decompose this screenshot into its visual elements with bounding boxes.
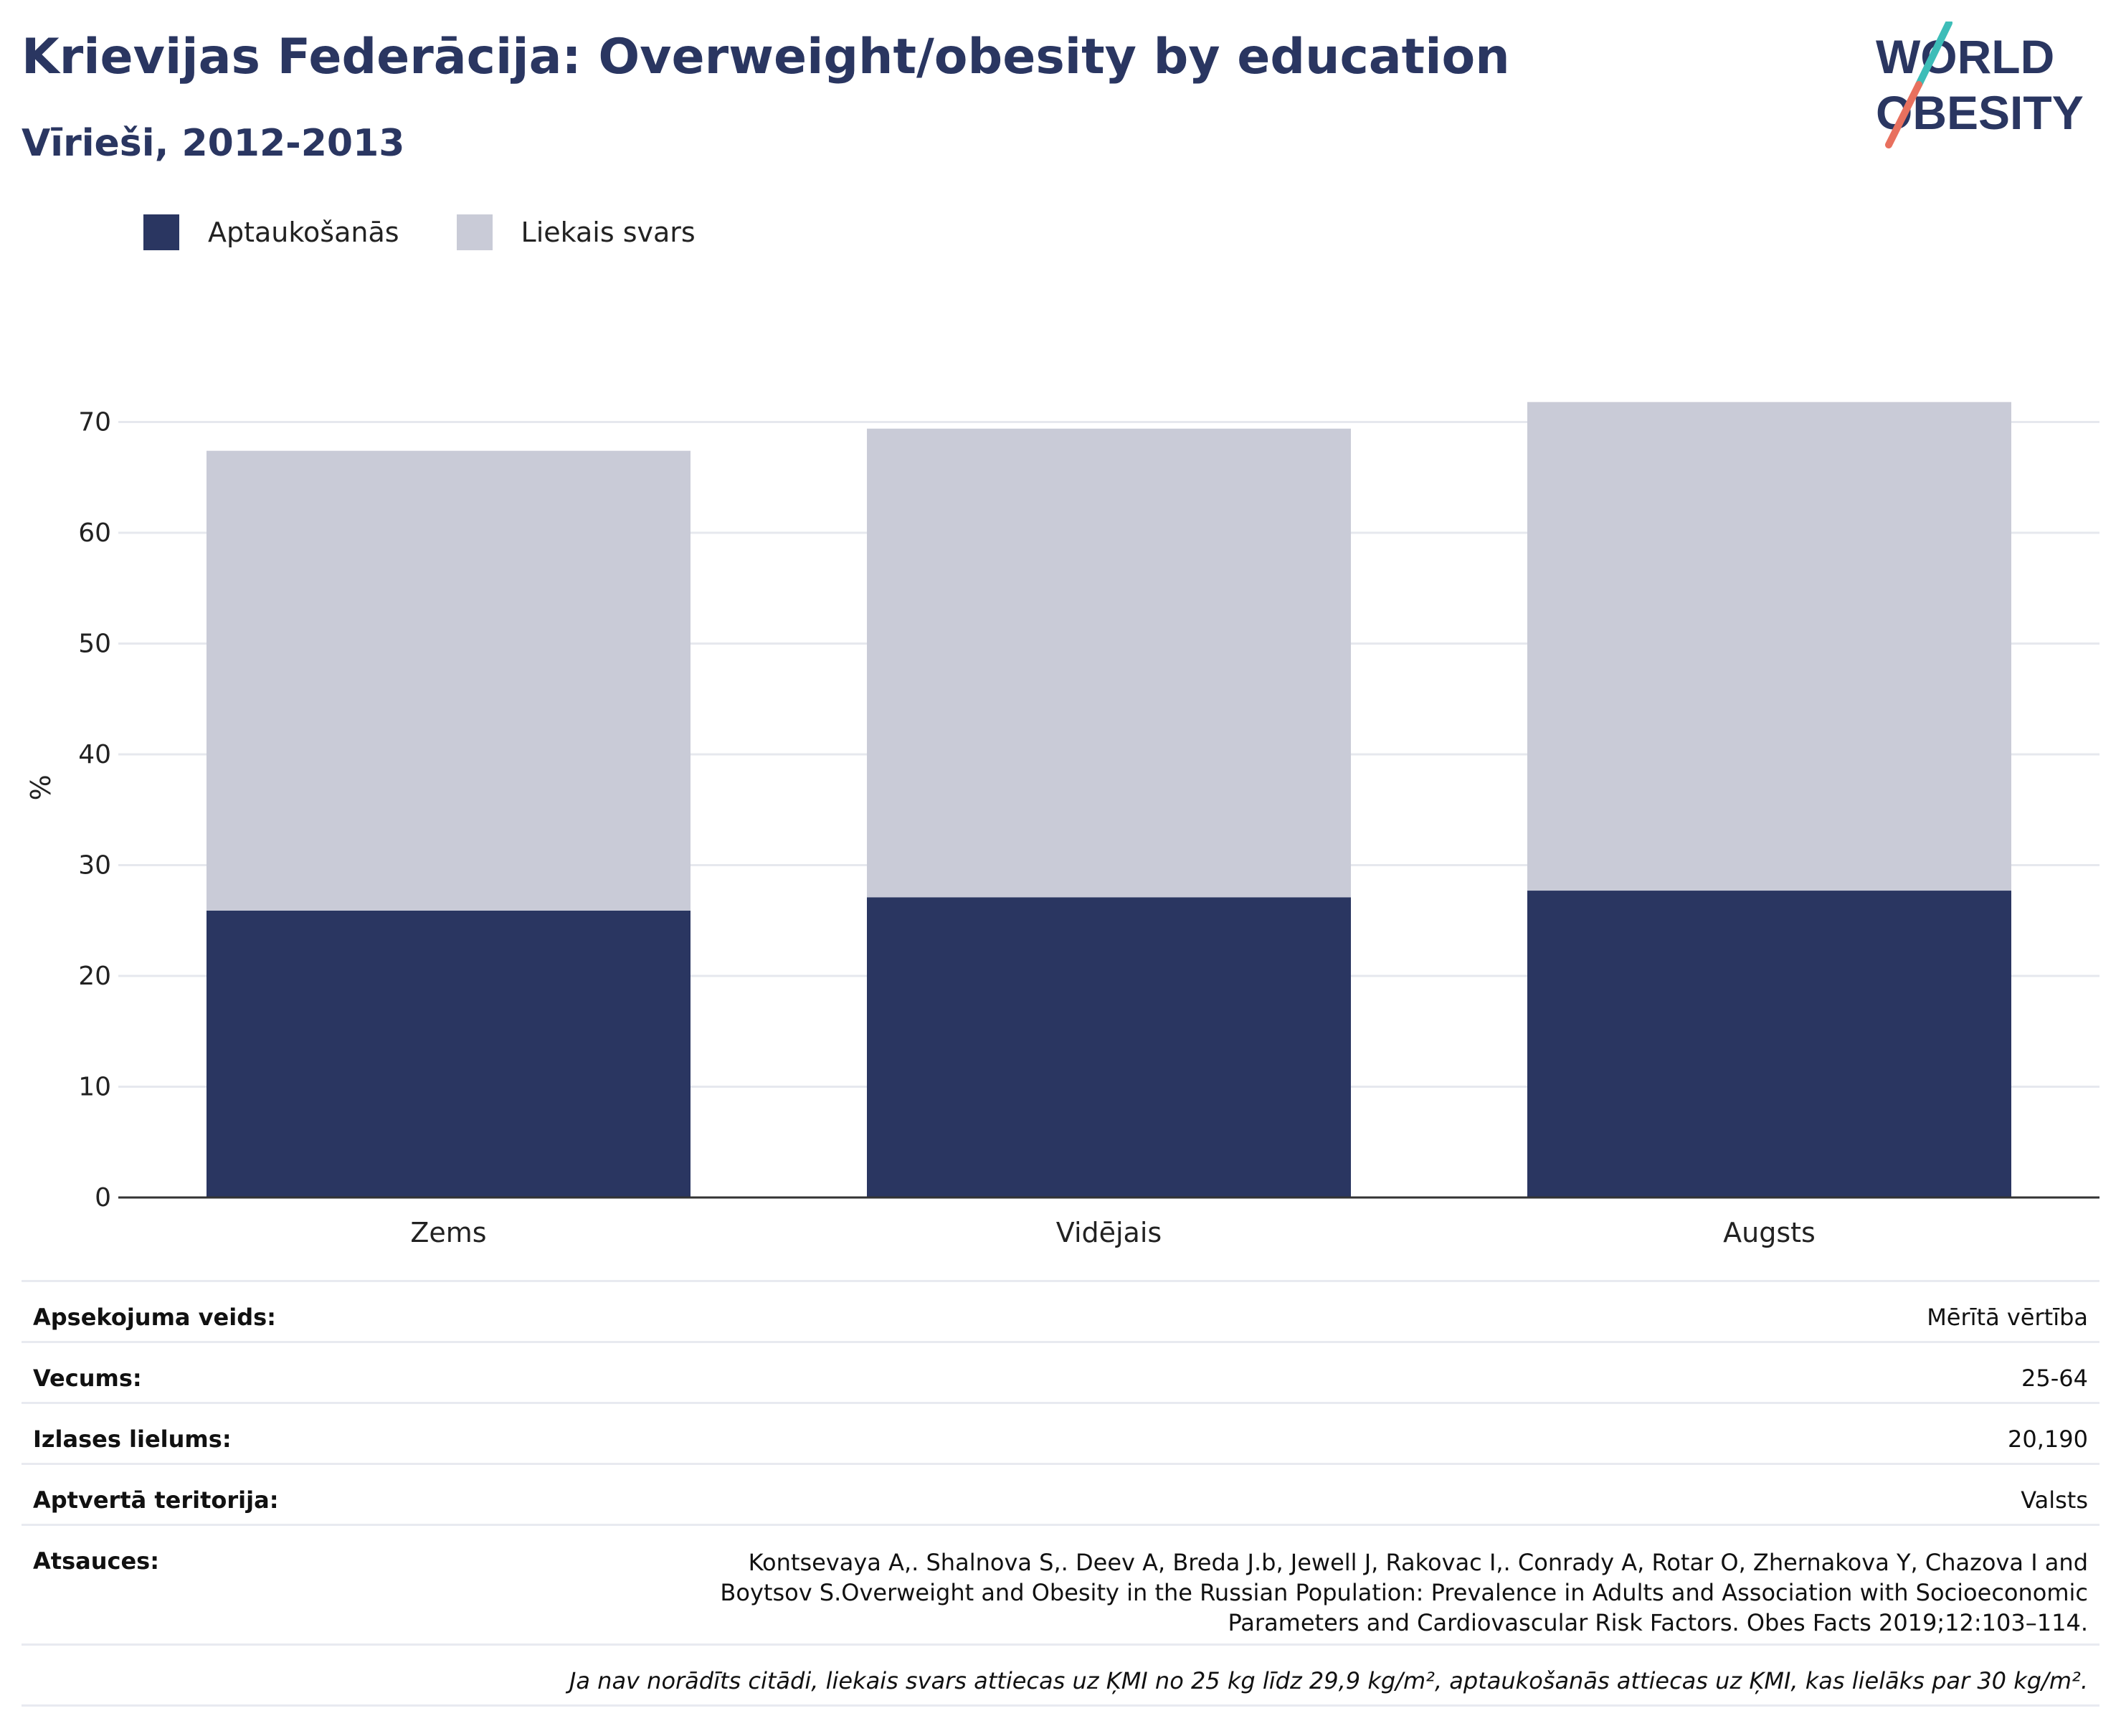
x-tick-label: Zems xyxy=(410,1217,486,1248)
world-obesity-logo: WORLD OBESITY xyxy=(1876,22,2084,148)
meta-row-references: Atsauces: Kontsevaya A,. Shalnova S,. De… xyxy=(22,1524,2099,1643)
meta-label: Izlases lielums: xyxy=(33,1426,232,1453)
y-tick-label: 50 xyxy=(78,630,111,659)
meta-label: Apsekojuma veids: xyxy=(33,1304,276,1331)
definition-note: Ja nav norādīts citādi, liekais svars at… xyxy=(569,1667,2088,1694)
svg-text:WORLD: WORLD xyxy=(1876,30,2054,83)
y-tick-label: 40 xyxy=(78,740,111,769)
y-axis-label: % xyxy=(25,774,57,800)
bar-obesity xyxy=(867,897,1351,1197)
x-tick-label: Augsts xyxy=(1723,1217,1816,1248)
y-tick-label: 70 xyxy=(78,408,111,437)
meta-value: 20,190 xyxy=(2008,1426,2088,1453)
legend-swatch-overweight xyxy=(456,214,493,250)
meta-value: Valsts xyxy=(2021,1486,2088,1514)
metadata-table: Apsekojuma veids: Mērītā vērtība Vecums:… xyxy=(22,1280,2099,1707)
bar-obesity xyxy=(1527,891,2011,1197)
legend-swatch-obesity xyxy=(143,214,179,250)
y-tick-label: 0 xyxy=(95,1183,111,1213)
meta-row-survey-type: Apsekojuma veids: Mērītā vērtība xyxy=(22,1280,2099,1341)
page-subtitle: Vīrieši, 2012-2013 xyxy=(22,122,405,165)
bar-obesity xyxy=(207,910,691,1197)
meta-label: Atsauces: xyxy=(33,1547,159,1575)
meta-row-sample-size: Izlases lielums: 20,190 xyxy=(22,1402,2099,1463)
stacked-bar-chart: 0 10 20 30 40 50 60 70% Zems Vidējais Augsts xyxy=(25,402,2099,1248)
y-tick-label: 20 xyxy=(78,962,111,991)
bar-overweight xyxy=(867,428,1351,898)
x-tick-label: Vidējais xyxy=(1056,1217,1162,1248)
meta-value-reference: Kontsevaya A,. Shalnova S,. Deev A, Bred… xyxy=(720,1549,2088,1636)
page-title: Krievijas Federācija: Overweight/obesity… xyxy=(22,29,1510,85)
meta-value: 25-64 xyxy=(2021,1365,2088,1392)
meta-label: Vecums: xyxy=(33,1365,142,1392)
meta-row-note: Ja nav norādīts citādi, liekais svars at… xyxy=(22,1643,2099,1704)
legend-item-overweight: Liekais svars xyxy=(456,214,696,250)
y-tick-label: 10 xyxy=(78,1073,111,1102)
meta-value: Mērītā vērtība xyxy=(1927,1304,2088,1331)
bar-overweight xyxy=(1527,402,2011,891)
table-bottom-border xyxy=(22,1704,2099,1707)
meta-row-age: Vecums: 25-64 xyxy=(22,1341,2099,1402)
y-tick-label: 60 xyxy=(78,518,111,548)
legend-label-obesity: Aptaukošanās xyxy=(208,217,399,248)
meta-label: Aptvertā teritorija: xyxy=(33,1486,279,1514)
meta-row-coverage: Aptvertā teritorija: Valsts xyxy=(22,1463,2099,1524)
legend-item-obesity: Aptaukošanās xyxy=(143,214,399,250)
chart-legend: Aptaukošanās Liekais svars xyxy=(143,214,753,251)
bar-overweight xyxy=(207,450,691,911)
legend-label-overweight: Liekais svars xyxy=(521,217,696,248)
y-tick-label: 30 xyxy=(78,851,111,881)
